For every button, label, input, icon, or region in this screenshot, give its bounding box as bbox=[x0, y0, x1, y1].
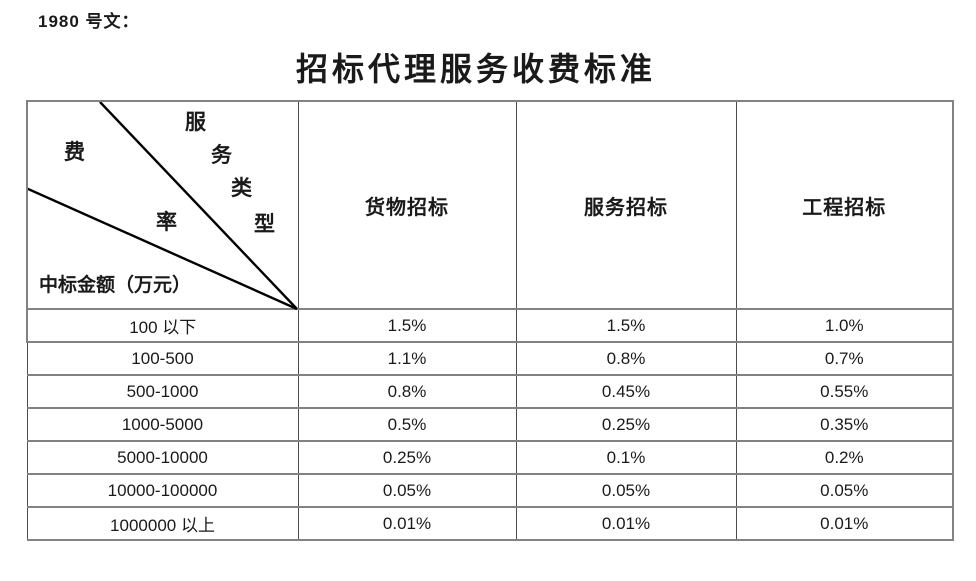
table-row: 500-1000 0.8% 0.45% 0.55% bbox=[26, 374, 954, 409]
table-row: 100-500 1.1% 0.8% 0.7% bbox=[26, 341, 954, 376]
row-label-amount-range: 10000-100000 bbox=[26, 473, 299, 508]
fee-rate-cell: 1.0% bbox=[735, 308, 954, 343]
fee-rate-cell: 0.2% bbox=[735, 440, 954, 475]
corner-label-service-type-char: 类 bbox=[231, 176, 252, 200]
fee-rate-cell: 1.1% bbox=[297, 341, 517, 376]
row-label-amount-range: 100 以下 bbox=[26, 308, 299, 343]
row-label-amount-range: 100-500 bbox=[26, 341, 299, 376]
row-label-amount-range: 1000-5000 bbox=[26, 407, 299, 442]
fee-rate-cell: 0.8% bbox=[297, 374, 517, 409]
table-row: 5000-10000 0.25% 0.1% 0.2% bbox=[26, 440, 954, 475]
fee-rate-cell: 0.01% bbox=[735, 506, 954, 541]
diagonal-divider-lines bbox=[28, 102, 298, 311]
table-row: 100 以下 1.5% 1.5% 1.0% bbox=[26, 308, 954, 343]
corner-label-fee-rate-char: 率 bbox=[156, 210, 177, 234]
corner-label-fee-rate-char: 费 bbox=[64, 140, 85, 164]
row-label-amount-range: 500-1000 bbox=[26, 374, 299, 409]
header-row: 服 务 类 型 费 率 中标金额（万元） 货物招标 服务招标 工程招标 bbox=[26, 100, 954, 311]
fee-table-body: 100 以下 1.5% 1.5% 1.0% 100-500 1.1% 0.8% 0.7% 500… bbox=[26, 308, 954, 541]
fee-rate-cell: 1.5% bbox=[515, 308, 737, 343]
doc-number-label: 1980 号文： bbox=[38, 12, 140, 31]
column-header-works: 工程招标 bbox=[735, 100, 954, 310]
table-row: 1000-5000 0.5% 0.25% 0.35% bbox=[26, 407, 954, 442]
fee-rate-cell: 0.01% bbox=[297, 506, 517, 541]
row-label-amount-range: 1000000 以上 bbox=[26, 506, 299, 541]
column-header-services: 服务招标 bbox=[515, 100, 737, 310]
fee-rate-cell: 0.7% bbox=[735, 341, 954, 376]
fee-rate-cell: 0.01% bbox=[515, 506, 737, 541]
corner-label-bid-amount: 中标金额（万元） bbox=[39, 275, 192, 296]
fee-rate-cell: 0.05% bbox=[515, 473, 737, 508]
fee-rate-cell: 0.05% bbox=[735, 473, 954, 508]
corner-header-cell: 服 务 类 型 费 率 中标金额（万元） bbox=[26, 100, 299, 311]
fee-rate-cell: 0.55% bbox=[735, 374, 954, 409]
fee-rate-cell: 0.35% bbox=[735, 407, 954, 442]
fee-rate-cell: 0.1% bbox=[515, 440, 737, 475]
page-title: 招标代理服务收费标准 bbox=[295, 51, 656, 87]
fee-rate-cell: 0.25% bbox=[515, 407, 737, 442]
table-row: 1000000 以上 0.01% 0.01% 0.01% bbox=[26, 506, 954, 541]
column-header-goods: 货物招标 bbox=[297, 100, 517, 310]
fee-rate-cell: 0.8% bbox=[515, 341, 737, 376]
fee-standard-table: 服 务 类 型 费 率 中标金额（万元） 货物招标 服务招标 工程招标 100 … bbox=[26, 100, 954, 541]
corner-label-service-type-char: 务 bbox=[211, 143, 232, 167]
fee-rate-cell: 0.05% bbox=[297, 473, 517, 508]
fee-rate-cell: 1.5% bbox=[297, 308, 517, 343]
row-label-amount-range: 5000-10000 bbox=[26, 440, 299, 475]
fee-rate-cell: 0.5% bbox=[297, 407, 517, 442]
corner-label-service-type-char: 服 bbox=[185, 110, 206, 134]
corner-label-service-type-char: 型 bbox=[254, 212, 275, 236]
table-row: 10000-100000 0.05% 0.05% 0.05% bbox=[26, 473, 954, 508]
fee-rate-cell: 0.25% bbox=[297, 440, 517, 475]
fee-rate-cell: 0.45% bbox=[515, 374, 737, 409]
